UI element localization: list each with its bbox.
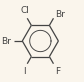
Text: I: I <box>23 67 25 76</box>
Text: Cl: Cl <box>21 6 29 15</box>
Text: Br: Br <box>55 10 65 19</box>
Text: Br: Br <box>1 36 11 46</box>
Text: F: F <box>55 67 60 76</box>
